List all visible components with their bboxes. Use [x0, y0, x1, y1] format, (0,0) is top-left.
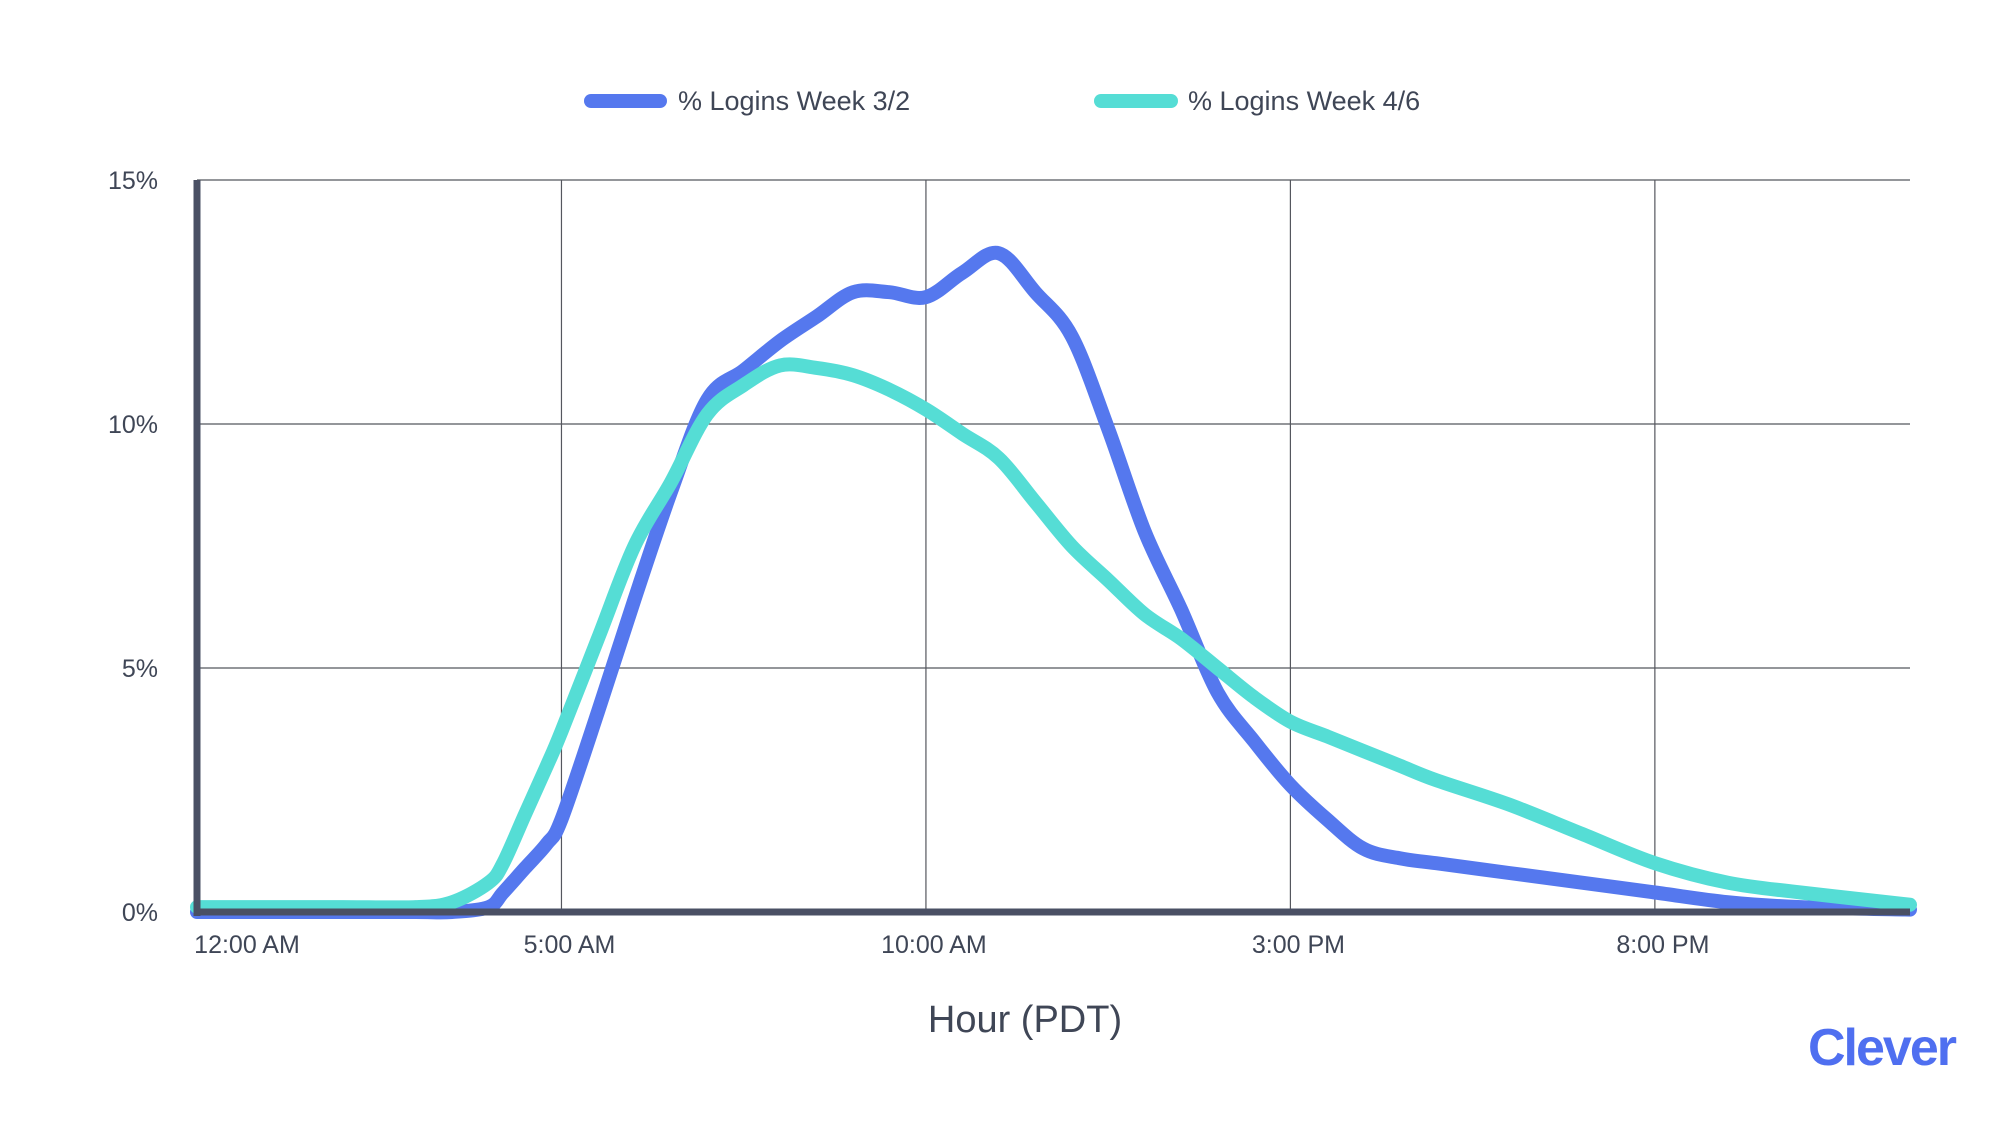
x-tick-label: 8:00 PM — [1616, 931, 1709, 959]
clever-logo: Clever — [1808, 1019, 1957, 1077]
legend-label-week-4-6: % Logins Week 4/6 — [1188, 86, 1420, 116]
y-tick-label: 15% — [108, 167, 158, 195]
y-tick-label: 0% — [122, 899, 158, 927]
chart-legend: % Logins Week 3/2 % Logins Week 4/6 — [584, 86, 1420, 116]
legend-label-week-3-2: % Logins Week 3/2 — [678, 86, 910, 116]
x-tick-label: 10:00 AM — [881, 931, 987, 959]
y-axis-ticks: 0% 5% 10% 15% — [108, 167, 158, 927]
x-tick-label: 12:00 AM — [194, 931, 300, 959]
series-line-1 — [190, 357, 1917, 915]
x-tick-label: 3:00 PM — [1252, 931, 1345, 959]
grid-lines — [197, 179, 1910, 912]
series-line-0 — [190, 245, 1917, 920]
axes — [193, 180, 1910, 916]
x-tick-label: 5:00 AM — [524, 931, 616, 959]
series-lines — [190, 245, 1917, 920]
x-axis-title: Hour (PDT) — [928, 999, 1122, 1041]
y-tick-label: 10% — [108, 411, 158, 439]
x-axis-ticks: 12:00 AM 5:00 AM 10:00 AM 3:00 PM 8:00 PM — [194, 931, 1709, 959]
y-tick-label: 5% — [122, 655, 158, 683]
